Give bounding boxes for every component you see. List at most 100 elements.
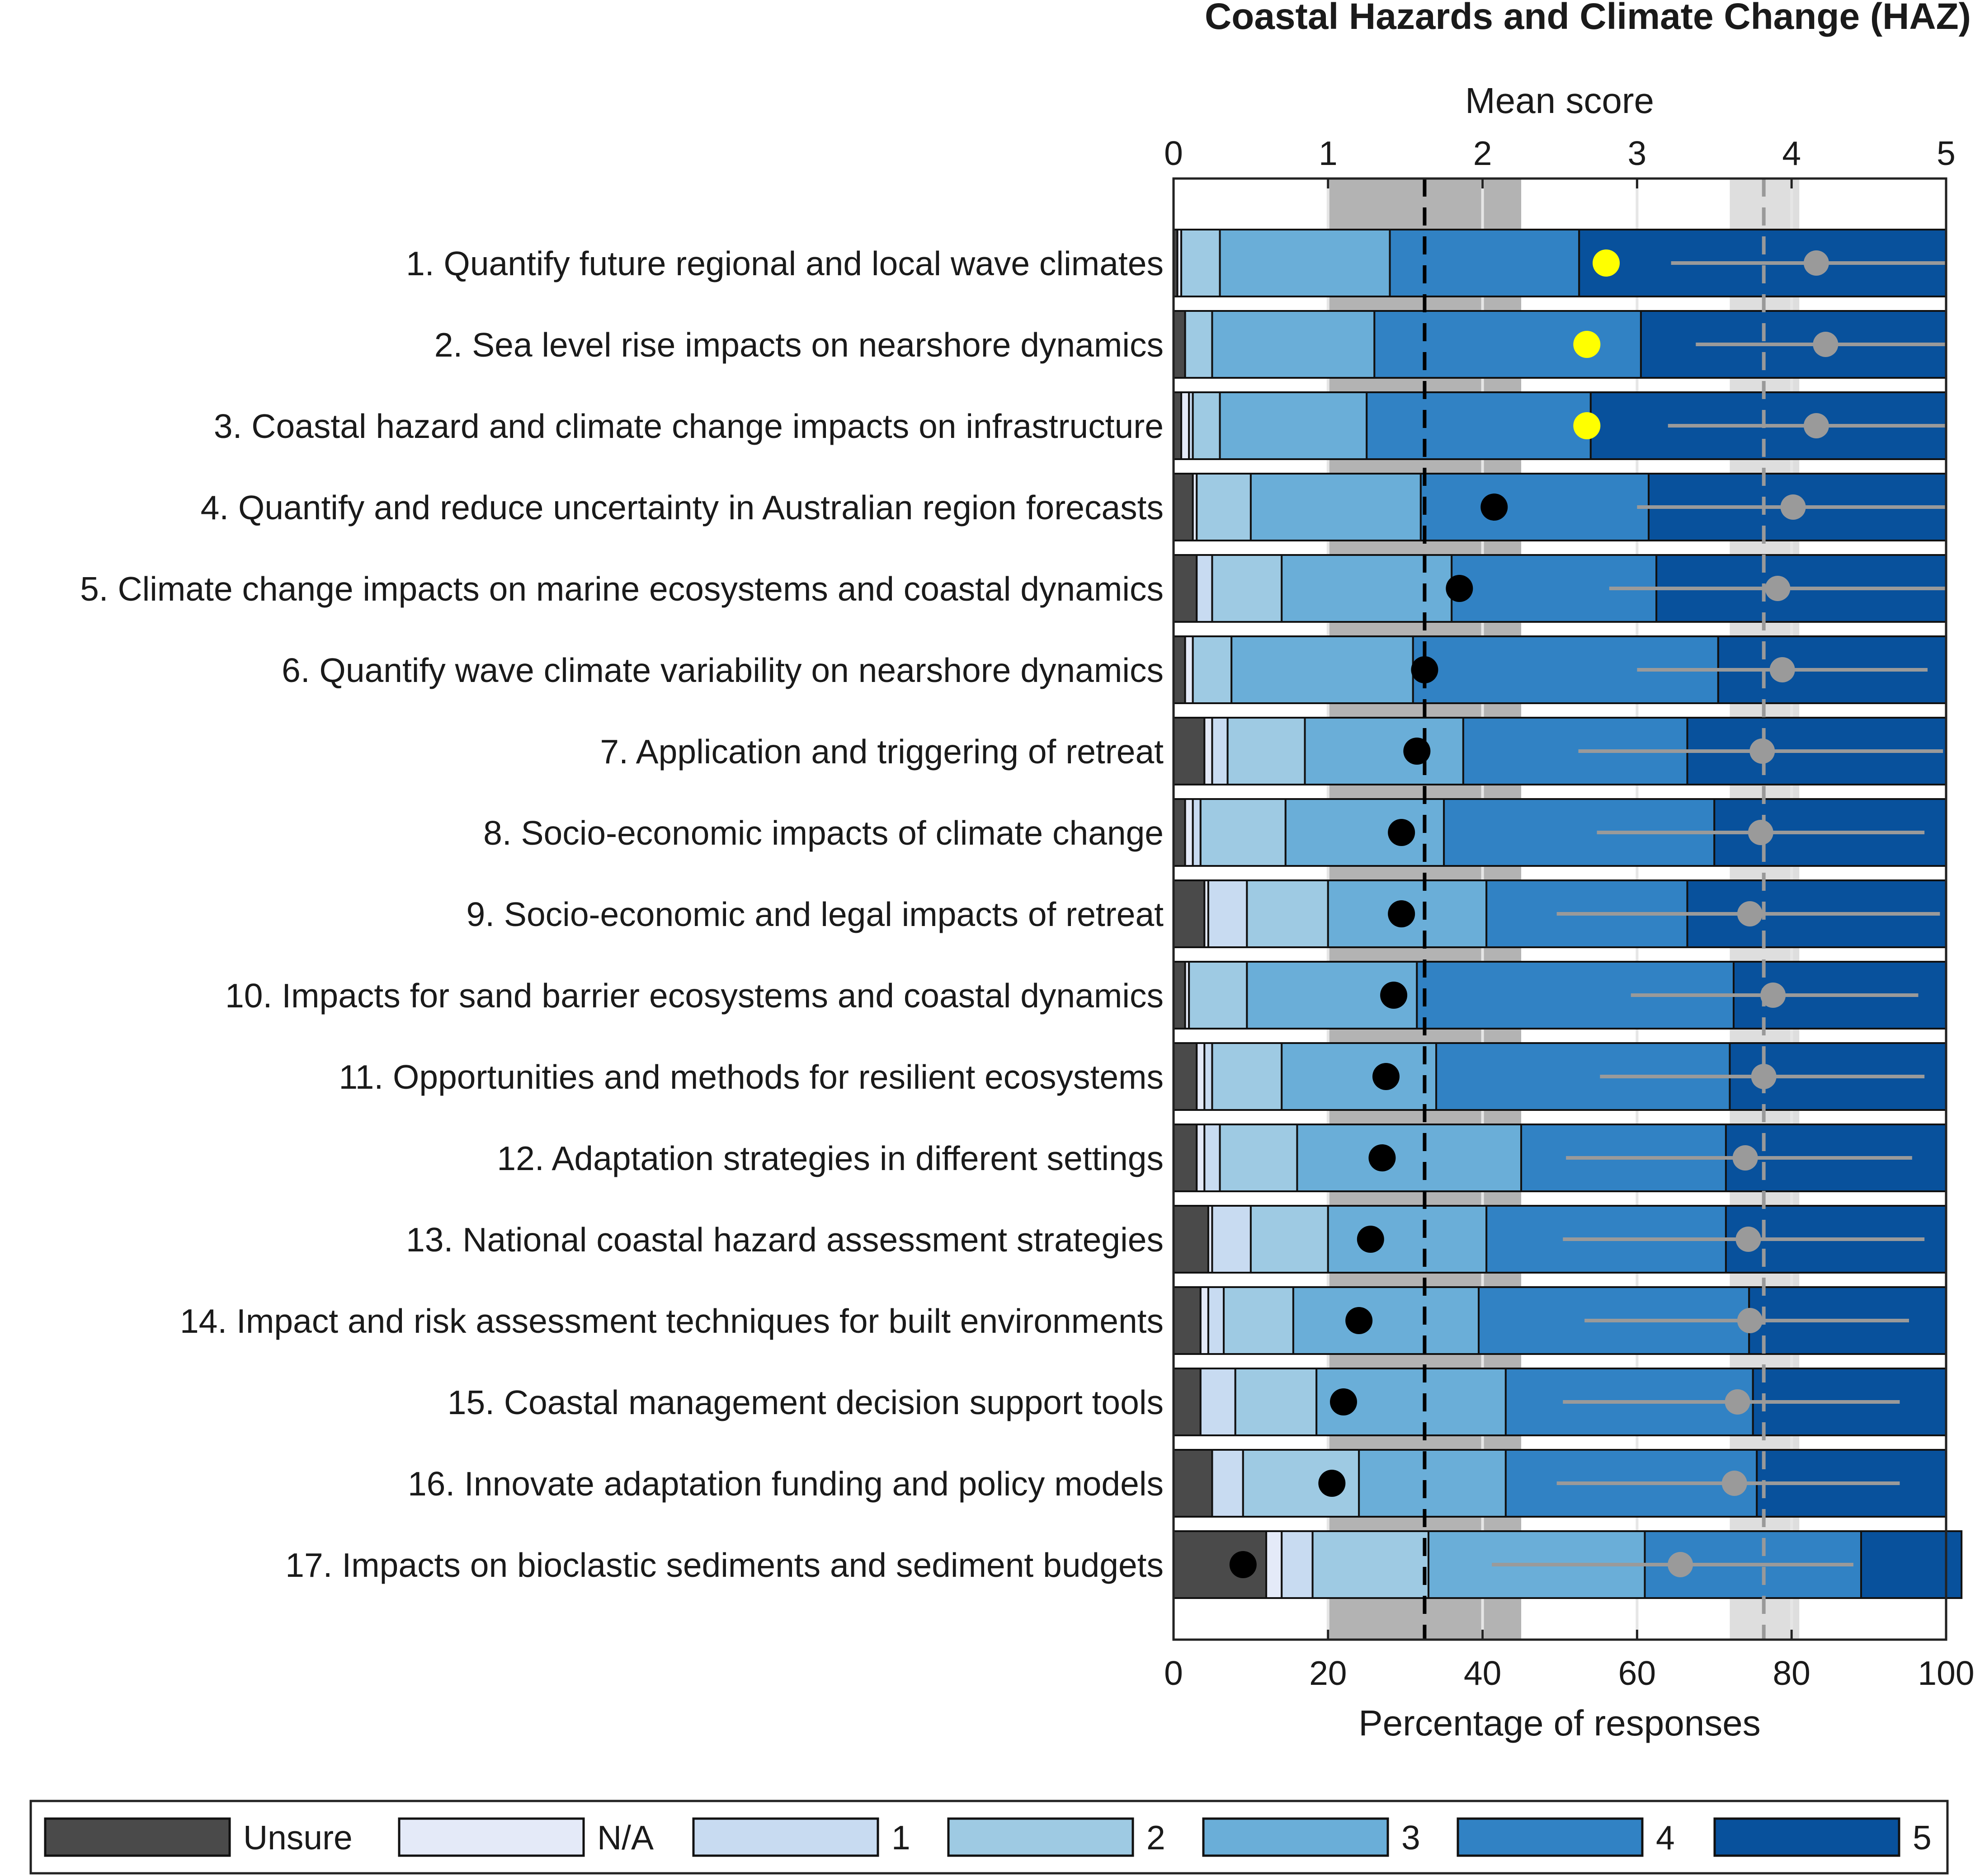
top-tick-label: 4	[1782, 134, 1801, 172]
bar-segment	[1184, 635, 1194, 704]
bar-segment	[1211, 1449, 1244, 1518]
bottom-tick-label: 40	[1464, 1654, 1501, 1692]
bar-segment	[1173, 1286, 1202, 1355]
bar-segment	[1219, 229, 1391, 297]
bar-segment	[1419, 473, 1650, 541]
bar-segment	[1203, 1042, 1213, 1111]
percentile-marker	[1329, 1388, 1357, 1415]
category-label: 13. National coastal hazard assessment s…	[406, 1221, 1164, 1259]
legend-swatch	[692, 1817, 879, 1857]
category-label: 16. Innovate adaptation funding and poli…	[408, 1465, 1164, 1503]
mean-score-point	[1760, 983, 1786, 1008]
legend-swatch	[1713, 1817, 1900, 1857]
bar-segment	[1173, 879, 1206, 948]
mean-score-point	[1721, 1471, 1747, 1496]
legend-label: 2	[1146, 1819, 1165, 1857]
top-tick-label: 1	[1319, 134, 1338, 172]
category-label: 9. Socio-economic and legal impacts of r…	[467, 895, 1164, 933]
bar-segment	[1219, 1124, 1298, 1192]
top-tick-label: 5	[1937, 134, 1956, 172]
legend-label: N/A	[597, 1819, 654, 1857]
bar-segment	[1211, 554, 1283, 623]
mean-score-point	[1749, 738, 1775, 764]
bar-segment	[1173, 1042, 1198, 1111]
bar-segment	[1180, 391, 1190, 460]
plot-frame	[1172, 177, 1947, 1641]
bar-segment	[1180, 229, 1221, 297]
percentile-marker	[1380, 982, 1408, 1009]
mean-score-point	[1748, 820, 1773, 845]
bar-segment	[1234, 1368, 1318, 1436]
bar-segment	[1196, 1042, 1206, 1111]
bar-segment	[1281, 1530, 1314, 1599]
bar-segment	[1184, 310, 1213, 379]
bar-segment	[1192, 635, 1233, 704]
bar-segment	[1211, 717, 1229, 785]
legend-swatch	[1457, 1817, 1644, 1857]
legend-label: 1	[891, 1819, 910, 1857]
mean-score-point	[1737, 901, 1763, 926]
bar-segment	[1230, 635, 1414, 704]
mean-score-marks	[1229, 249, 1946, 1578]
bar-segment	[1304, 717, 1464, 785]
chart-title: Coastal Hazards and Climate Change (HAZ)	[1205, 0, 1971, 37]
category-label: 5. Climate change impacts on marine ecos…	[80, 570, 1164, 608]
legend-label: 3	[1401, 1819, 1420, 1857]
category-label: 14. Impact and risk assessment technique…	[180, 1302, 1164, 1340]
reference-lines	[1423, 179, 1766, 1640]
mean-score-point	[1725, 1389, 1750, 1415]
bar-segment	[1188, 961, 1248, 1030]
mean-score-point	[1765, 576, 1791, 601]
category-label: 15. Coastal management decision support …	[448, 1383, 1164, 1421]
percentile-marker	[1593, 249, 1620, 277]
bar-segment	[1199, 798, 1287, 867]
category-labels: 1. Quantify future regional and local wa…	[80, 244, 1164, 1584]
legend-swatch	[398, 1817, 585, 1857]
bar-segment	[1196, 1124, 1206, 1192]
percentile-marker	[1480, 494, 1508, 521]
mean-score-point	[1803, 413, 1829, 438]
mean-score-point	[1803, 250, 1829, 276]
percentile-marker	[1446, 575, 1473, 602]
bar-segment	[1249, 473, 1422, 541]
bar-segment	[1199, 1286, 1209, 1355]
category-label: 3. Coastal hazard and climate change imp…	[214, 407, 1164, 445]
bar-segment	[1292, 1286, 1480, 1355]
bar-segment	[1207, 1286, 1225, 1355]
bar-segment	[1173, 473, 1194, 541]
category-label: 11. Opportunities and methods for resili…	[339, 1058, 1164, 1096]
mean-score-point	[1813, 332, 1839, 357]
bar-segment	[1173, 310, 1186, 379]
bar-segment	[1327, 1205, 1488, 1274]
legend-swatch	[947, 1817, 1134, 1857]
category-label: 6. Quantify wave climate variability on …	[282, 651, 1164, 689]
top-tick-label: 2	[1473, 134, 1492, 172]
bar-segment	[1265, 1530, 1283, 1599]
mean-score-point	[1732, 1145, 1758, 1171]
bar-segment	[1207, 879, 1248, 948]
bar-segment	[1173, 391, 1183, 460]
top-tick-label: 0	[1164, 134, 1183, 172]
plot-border	[1172, 177, 1947, 1641]
bar-segment	[1184, 798, 1194, 867]
percentile-marker	[1388, 819, 1415, 846]
legend: Unsure N/A 1 2 3 4 5	[29, 1800, 1949, 1875]
bar-segment	[1203, 1124, 1221, 1192]
bar-segment	[1281, 1042, 1438, 1111]
bar-segment	[1196, 554, 1213, 623]
percentile-marker	[1368, 1144, 1396, 1171]
bar-segment	[1311, 1530, 1429, 1599]
bottom-tick-label: 20	[1309, 1654, 1347, 1692]
category-label: 4. Quantify and reduce uncertainty in Au…	[201, 489, 1164, 527]
percentile-marker	[1411, 656, 1438, 683]
legend-label: 4	[1656, 1819, 1675, 1857]
bar-segment	[1173, 635, 1186, 704]
category-label: 2. Sea level rise impacts on nearshore d…	[434, 326, 1164, 364]
bar-segment	[1373, 310, 1642, 379]
bar-segment	[1192, 798, 1202, 867]
bottom-axis-label: Percentage of responses	[1358, 1703, 1760, 1743]
bar-segment	[1860, 1530, 1963, 1599]
bar-segment	[1211, 1042, 1283, 1111]
bar-segment	[1173, 1449, 1213, 1518]
legend-swatch	[44, 1817, 231, 1857]
